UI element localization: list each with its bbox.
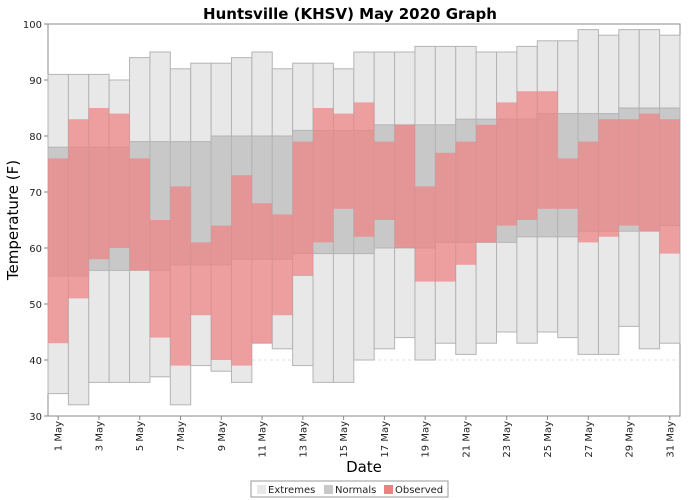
legend-swatch-extremes [257,485,266,494]
x-tick-label: 27 May [584,421,595,458]
x-tick-label: 23 May [502,421,513,458]
x-tick-label: 21 May [461,421,472,458]
y-axis-title: Temperature (F) [4,160,22,281]
legend-label-extremes: Extremes [268,485,315,496]
chart-title: Huntsville (KHSV) May 2020 Graph [203,5,497,23]
y-tick-label: 30 [29,412,42,423]
x-axis-title: Date [346,458,382,476]
x-axis-ticks: 1 May 3 May 5 May 7 May 9 May 11 May 13 May 15 … [54,416,676,458]
observed-bar [496,102,517,226]
x-tick-label: 13 May [298,421,309,458]
x-tick-label: 19 May [421,421,432,458]
observed-bar [333,113,354,209]
observed-bar [435,152,456,282]
x-tick-label: 29 May [625,421,636,458]
observed-bar [231,175,252,366]
x-tick-label: 11 May [258,421,269,458]
observed-bar [455,141,477,265]
legend-label-normals: Normals [335,485,376,496]
observed-bar [48,158,69,344]
y-tick-label: 70 [29,188,42,199]
x-tick-label: 7 May [176,421,187,451]
observed-bar [476,124,497,243]
observed-bar [211,225,232,360]
observed-bar [292,141,314,276]
x-tick-label: 17 May [380,421,391,458]
bars-group [47,29,681,406]
y-tick-label: 60 [29,244,42,255]
observed-bar [272,214,293,316]
observed-bar [353,102,375,237]
y-axis-ticks: 30 40 50 60 70 80 90 100 [23,20,48,423]
x-tick-label: 1 May [54,421,65,451]
observed-bar [659,119,680,254]
observed-bar [394,124,415,248]
x-tick-label: 15 May [339,421,350,458]
observed-bar [109,113,130,248]
observed-bar [68,119,89,299]
observed-bar [170,186,191,366]
observed-bar [578,141,599,243]
observed-bar [129,158,150,271]
observed-bar [88,108,110,260]
y-tick-label: 90 [29,76,42,87]
legend-swatch-normals [324,485,333,494]
observed-bar [618,119,640,226]
observed-bar [149,220,171,338]
y-tick-label: 40 [29,356,42,367]
legend: Extremes Normals Observed [250,480,449,498]
x-tick-label: 5 May [135,421,146,451]
legend-box [250,480,449,498]
observed-bar [639,113,660,232]
y-tick-label: 80 [29,132,42,143]
observed-bar [557,158,579,209]
observed-bar [537,91,558,209]
observed-bar [251,203,273,344]
y-tick-label: 100 [23,20,42,31]
observed-bar [313,108,334,243]
x-tick-label: 3 May [94,421,105,451]
legend-swatch-observed [384,485,393,494]
y-tick-label: 50 [29,300,42,311]
x-tick-label: 9 May [217,421,228,451]
observed-bar [414,186,436,282]
observed-bar [598,119,619,237]
observed-bar [516,91,538,220]
observed-bar [190,242,212,316]
x-tick-label: 31 May [665,421,676,458]
x-tick-label: 25 May [543,421,554,458]
observed-bar [374,141,395,220]
legend-label-observed: Observed [395,485,443,496]
